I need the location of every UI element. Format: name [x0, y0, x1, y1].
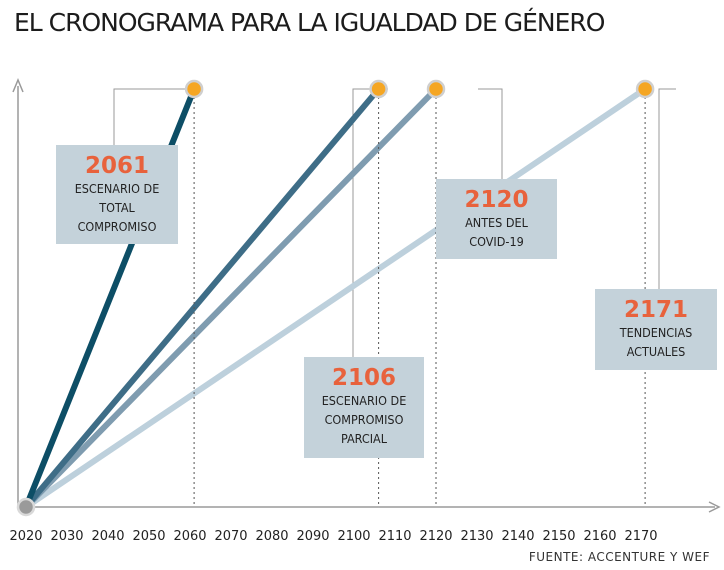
- x-tick-label: 2020: [9, 529, 42, 544]
- x-tick-label: 2070: [214, 529, 247, 544]
- chart-title: EL CRONOGRAMA PARA LA IGUALDAD DE GÉNERO: [14, 8, 605, 37]
- annotation-2171: 2171 TENDENCIAS ACTUALES: [595, 289, 717, 370]
- leader-line: [658, 88, 676, 289]
- x-tick-label: 2110: [378, 529, 411, 544]
- x-tick-label: 2090: [296, 529, 329, 544]
- x-tick-label: 2080: [255, 529, 288, 544]
- x-tick-label: 2050: [132, 529, 165, 544]
- series-endpoint: [635, 79, 655, 99]
- x-tick-label: 2060: [173, 529, 206, 544]
- x-tick-label: 2120: [419, 529, 452, 544]
- x-tick-label: 2170: [624, 529, 657, 544]
- series-endpoint: [426, 79, 446, 99]
- x-tick-label: 2040: [91, 529, 124, 544]
- annotation-year: 2061: [84, 153, 149, 179]
- x-tick-label: 2150: [542, 529, 575, 544]
- leader-line: [478, 88, 503, 179]
- leader-line: [113, 88, 190, 145]
- annotation-text: ESCENARIO DE TOTAL COMPROMISO: [74, 181, 160, 234]
- annotation-text: ANTES DEL COVID-19: [465, 215, 528, 249]
- annotation-text: TENDENCIAS ACTUALES: [619, 325, 693, 359]
- annotation-2106: 2106 ESCENARIO DE COMPROMISO PARCIAL: [304, 357, 424, 458]
- x-axis-arrow: [708, 501, 721, 513]
- series-line: [23, 86, 439, 510]
- x-tick-label: 2160: [583, 529, 616, 544]
- x-tick-label: 2140: [501, 529, 534, 544]
- x-tick-label: 2130: [460, 529, 493, 544]
- series-line: [23, 86, 649, 510]
- origin-point: [16, 497, 36, 517]
- annotation-2120: 2120 ANTES DEL COVID-19: [436, 179, 557, 259]
- annotation-year: 2171: [623, 297, 688, 323]
- x-tick-label: 2100: [337, 529, 370, 544]
- series-line: [23, 86, 382, 510]
- annotation-text: ESCENARIO DE COMPROMISO PARCIAL: [321, 393, 407, 446]
- source-note: FUENTE: ACCENTURE Y WEF: [528, 550, 710, 564]
- annotation-year: 2106: [331, 365, 396, 391]
- y-axis-arrow: [12, 78, 24, 93]
- series-endpoint: [184, 79, 204, 99]
- leader-line: [352, 88, 388, 357]
- annotation-2061: 2061 ESCENARIO DE TOTAL COMPROMISO: [56, 145, 178, 244]
- series-endpoint: [369, 79, 388, 99]
- annotation-year: 2120: [464, 187, 529, 213]
- x-tick-label: 2030: [50, 529, 83, 544]
